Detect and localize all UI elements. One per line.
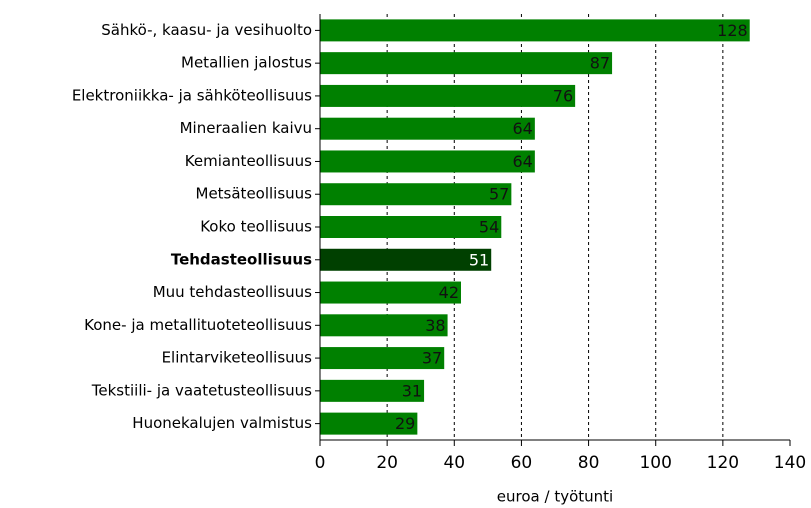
- x-tick-label: 80: [578, 453, 600, 473]
- y-tick-label: Kemianteollisuus: [185, 152, 312, 170]
- bar: [320, 281, 461, 304]
- value-label: 128: [717, 21, 748, 40]
- x-tick-label: 60: [511, 453, 533, 473]
- value-label: 64: [512, 119, 532, 138]
- y-tick-label: Elektroniikka- ja sähköteollisuus: [72, 86, 312, 104]
- y-tick-label: Koko teollisuus: [200, 218, 312, 236]
- value-label: 87: [590, 54, 610, 73]
- x-tick-label: 140: [774, 453, 806, 473]
- value-label: 31: [402, 381, 422, 400]
- bar: [320, 347, 445, 370]
- value-label: 29: [395, 414, 415, 433]
- bar: [320, 19, 750, 42]
- y-tick-label: Metallien jalostus: [181, 54, 312, 72]
- x-tick-label: 40: [443, 453, 465, 473]
- bar: [320, 412, 418, 435]
- bar: [320, 379, 425, 402]
- x-tick-label: 0: [315, 453, 326, 473]
- x-tick-label: 20: [376, 453, 398, 473]
- y-tick-label: Tekstiili- ja vaatetusteollisuus: [91, 381, 312, 399]
- x-tick-label: 100: [639, 453, 671, 473]
- y-tick-label: Mineraalien kaivu: [180, 119, 312, 137]
- value-label: 37: [422, 349, 442, 368]
- value-label: 57: [489, 185, 509, 204]
- bar: [320, 248, 492, 271]
- bar: [320, 84, 576, 107]
- x-tick-label: 120: [707, 453, 739, 473]
- x-axis-label: euroa / työtunti: [497, 488, 613, 506]
- y-tick-label: Elintarviketeollisuus: [162, 349, 313, 367]
- value-label: 51: [469, 250, 489, 269]
- bar: [320, 52, 613, 75]
- y-tick-label: Metsäteollisuus: [196, 185, 313, 203]
- bar: [320, 150, 535, 173]
- value-label: 76: [553, 86, 573, 105]
- value-label: 54: [479, 218, 499, 237]
- y-tick-label: Tehdasteollisuus: [171, 250, 312, 268]
- bar: [320, 183, 512, 206]
- y-tick-label: Kone- ja metallituoteteollisuus: [84, 316, 312, 334]
- bar: [320, 314, 448, 337]
- bar: [320, 117, 535, 140]
- y-tick-label: Sähkö-, kaasu- ja vesihuolto: [101, 21, 312, 39]
- value-label: 38: [425, 316, 445, 335]
- value-label: 64: [512, 152, 532, 171]
- y-tick-label: Huonekalujen valmistus: [132, 414, 312, 432]
- value-label: 42: [439, 283, 459, 302]
- bar: [320, 216, 502, 238]
- y-tick-label: Muu tehdasteollisuus: [153, 283, 312, 301]
